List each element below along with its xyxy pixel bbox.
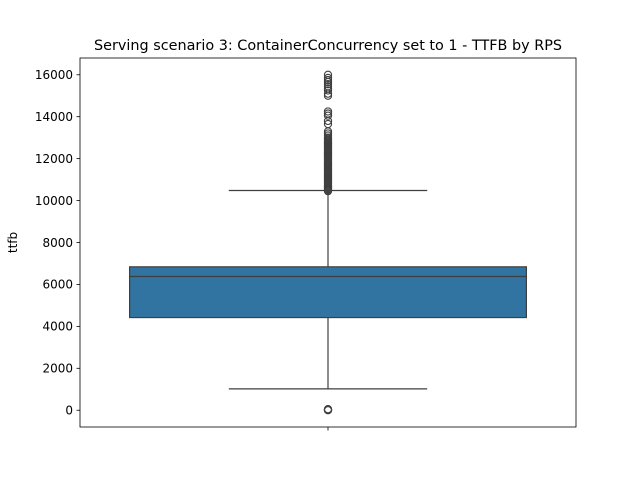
outlier-point: [323, 133, 333, 142]
outlier-point: [323, 86, 333, 95]
y-tick-label: 12000: [35, 152, 73, 166]
chart-title: Serving scenario 3: ContainerConcurrency…: [94, 38, 562, 54]
y-tick-label: 10000: [35, 194, 73, 208]
outlier-point: [323, 82, 333, 91]
plot-area: [129, 70, 527, 415]
outlier-point: [323, 75, 333, 85]
iqr-box: [129, 266, 527, 319]
outlier-point: [323, 73, 333, 83]
outlier-point: [323, 84, 333, 93]
outlier-point: [323, 107, 333, 116]
outlier-point: [323, 119, 333, 129]
y-axis-label: ttfb: [6, 232, 20, 253]
y-tick-label: 14000: [35, 110, 73, 124]
y-tick-label: 8000: [42, 236, 73, 250]
y-tick-label: 4000: [42, 320, 73, 334]
outlier-point: [323, 131, 333, 140]
outlier-point: [323, 70, 333, 79]
y-tick-label: 16000: [35, 68, 73, 82]
outlier-point: [323, 109, 333, 118]
y-tick-label: 2000: [42, 362, 73, 376]
outlier-point: [323, 80, 333, 89]
outlier-point: [323, 405, 333, 414]
y-tick-label: 0: [65, 404, 73, 418]
outlier-point: [323, 129, 333, 138]
y-tick-label: 6000: [42, 278, 73, 292]
y-axis: 0 2000 4000 6000 8000 10000 12000 14000 16000: [35, 68, 329, 431]
outlier-point: [323, 111, 333, 120]
plot-frame: [79, 57, 577, 428]
